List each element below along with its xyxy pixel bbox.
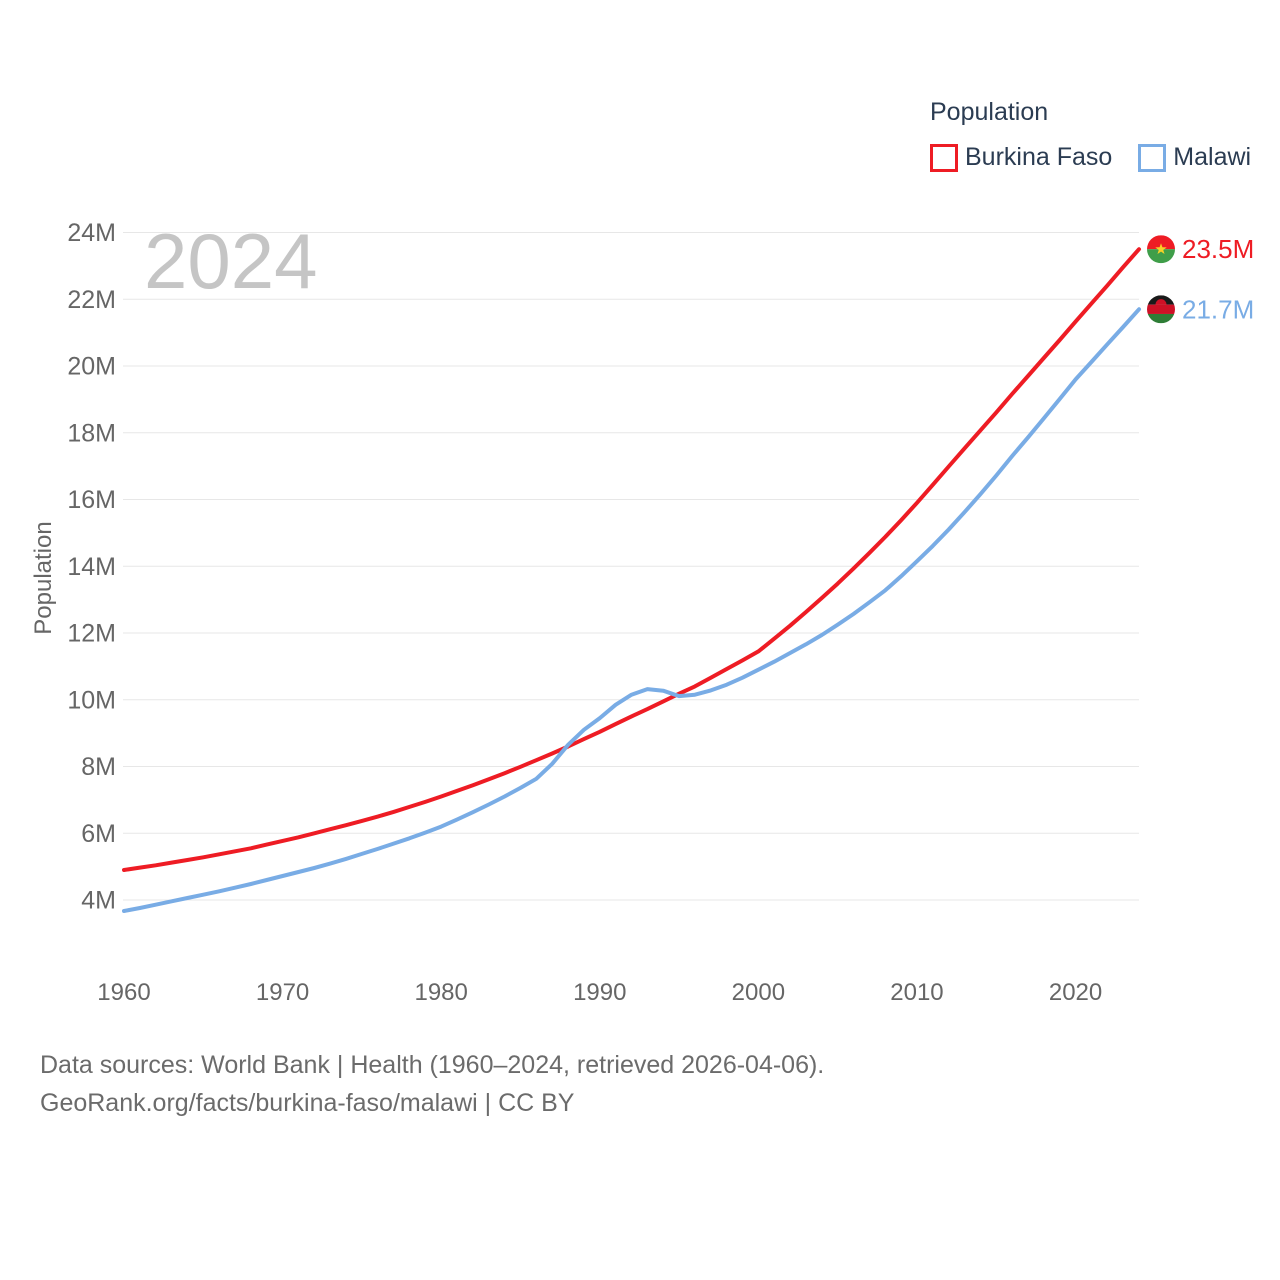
source-line-2: GeoRank.org/facts/burkina-faso/malawi | … xyxy=(40,1089,575,1117)
x-axis-tick-labels: 1960 1970 1980 1990 2000 2010 2020 xyxy=(97,979,1102,1006)
x-tick-label: 1990 xyxy=(573,979,626,1006)
flag-star xyxy=(1155,243,1167,255)
flag-rising-sun xyxy=(1155,299,1167,305)
legend-swatch-malawi xyxy=(1138,143,1167,172)
y-tick-label: 20M xyxy=(67,353,116,381)
end-marker-burkina-faso: 23.5M xyxy=(1145,233,1254,265)
series-lines xyxy=(122,247,1141,913)
legend-title: Population xyxy=(930,98,1049,126)
y-tick-label: 10M xyxy=(67,686,116,714)
x-tick-label: 1980 xyxy=(414,979,467,1006)
burkina-faso-flag-icon xyxy=(1147,235,1175,264)
end-value-burkina-faso: 23.5M xyxy=(1182,234,1254,264)
y-tick-label: 22M xyxy=(67,286,116,314)
legend-item-malawi[interactable]: Malawi xyxy=(1138,143,1251,172)
source-line-1: Data sources: World Bank | Health (1960–… xyxy=(40,1051,825,1079)
x-tick-label: 2000 xyxy=(732,979,785,1006)
y-tick-label: 14M xyxy=(67,553,116,581)
y-tick-label: 6M xyxy=(81,820,116,848)
x-tick-label: 1960 xyxy=(97,979,150,1006)
flag-stripe-top xyxy=(1147,235,1175,250)
y-tick-label: 18M xyxy=(67,419,116,447)
end-marker-malawi: 21.7M xyxy=(1145,293,1254,325)
year-watermark: 2024 xyxy=(144,217,318,305)
y-tick-label: 4M xyxy=(81,887,116,915)
y-tick-label: 8M xyxy=(81,753,116,781)
legend-items: Burkina Faso Malawi xyxy=(930,143,1251,172)
legend-item-burkina-faso[interactable]: Burkina Faso xyxy=(930,143,1112,172)
y-tick-label: 12M xyxy=(67,620,116,648)
x-tick-label: 1970 xyxy=(256,979,309,1006)
end-value-malawi: 21.7M xyxy=(1182,294,1254,324)
series-line-burkina-faso[interactable] xyxy=(122,247,1141,872)
source-attribution: Data sources: World Bank | Health (1960–… xyxy=(40,1046,824,1122)
flag-stripe-middle xyxy=(1147,304,1175,314)
legend-swatch-burkina-faso xyxy=(930,143,958,172)
y-tick-label: 16M xyxy=(67,486,116,514)
y-axis-tick-labels: 4M 6M 8M 10M 12M 14M 16M 18M 20M 22M 24M xyxy=(67,219,116,915)
malawi-flag-icon xyxy=(1147,295,1175,324)
x-tick-label: 2020 xyxy=(1049,979,1102,1006)
y-tick-label: 24M xyxy=(67,219,116,247)
flag-stripe-bottom xyxy=(1147,249,1175,264)
flag-stripe-bottom xyxy=(1147,313,1175,324)
chart-legend: Population Burkina Faso Malawi xyxy=(930,98,1251,172)
gridlines xyxy=(123,232,1139,901)
x-tick-label: 2010 xyxy=(890,979,943,1006)
legend-label-malawi: Malawi xyxy=(1173,143,1252,171)
series-line-malawi[interactable] xyxy=(122,307,1141,913)
legend-label-burkina-faso: Burkina Faso xyxy=(965,143,1113,171)
